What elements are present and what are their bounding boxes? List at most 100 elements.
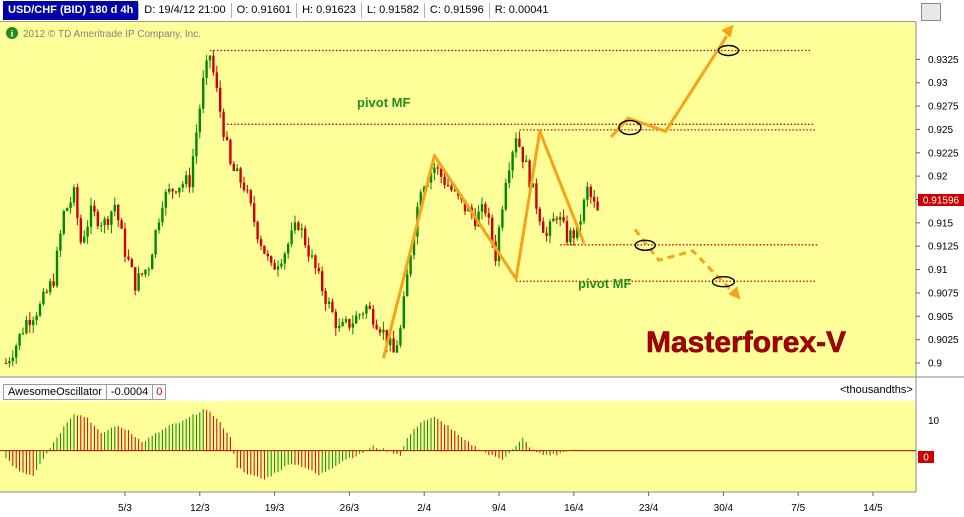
candle-body — [497, 227, 501, 262]
oscillator-name[interactable]: AwesomeOscillator — [3, 383, 107, 400]
candle-body — [11, 357, 14, 362]
oscillator-zero-value: 0 — [153, 383, 167, 400]
candle-body — [185, 175, 188, 185]
candle-body — [341, 321, 344, 327]
candle-body — [304, 228, 307, 246]
candle-body — [191, 156, 195, 188]
candle-body — [518, 138, 521, 147]
candle-body — [276, 266, 280, 270]
candle-body — [521, 146, 524, 163]
price-tick-label: 0.9 — [928, 358, 942, 369]
candle-body — [501, 209, 504, 228]
candle-body — [358, 314, 361, 316]
candle-body — [365, 305, 368, 314]
candle-body — [151, 254, 154, 270]
candle-body — [579, 221, 582, 225]
drawing-annotations — [210, 24, 818, 359]
candle-body — [32, 320, 35, 326]
candle-body — [576, 224, 579, 238]
candle-body — [446, 184, 450, 187]
oscillator-header: AwesomeOscillator -0.0004 0 — [0, 383, 167, 400]
time-tick-label: 12/3 — [190, 503, 210, 514]
toolbox-icon[interactable] — [921, 3, 941, 21]
candle-body — [52, 281, 55, 286]
candle-body — [545, 232, 548, 236]
info-icon[interactable] — [6, 27, 18, 39]
candle-body — [15, 345, 18, 358]
candle-body — [25, 319, 28, 334]
candle-body — [195, 132, 198, 157]
candle-body — [535, 183, 538, 209]
candle-body — [222, 111, 225, 137]
time-tick-label: 26/3 — [340, 503, 360, 514]
candle-body — [419, 192, 422, 207]
candle-body — [293, 222, 297, 231]
candle-body — [307, 245, 310, 257]
candle-body — [280, 263, 283, 267]
price-pane — [0, 22, 916, 377]
candle-body — [256, 221, 259, 240]
candle-body — [49, 281, 52, 293]
candle-body — [572, 230, 575, 238]
candle-body — [331, 301, 334, 313]
open-readout: O: 0.91601 — [230, 3, 296, 18]
candle-body — [147, 269, 150, 271]
candle-body — [239, 168, 242, 183]
osc-tick-0: 0 — [923, 453, 929, 464]
watermark-text: Masterforex-V — [646, 326, 846, 359]
candle-body — [273, 262, 276, 270]
candle-body — [514, 138, 518, 153]
info-icon-glyph: i — [11, 29, 14, 39]
candle-body — [463, 199, 467, 212]
candle-body — [283, 253, 286, 264]
candle-body — [484, 204, 487, 214]
time-tick-label: 19/3 — [265, 503, 285, 514]
marker-ellipse-low — [711, 276, 736, 288]
oscillator-units: <thousandths> — [840, 384, 913, 396]
oscillator-value: -0.0004 — [106, 383, 154, 400]
osc-tick-10: 10 — [928, 416, 940, 427]
candle-body — [443, 176, 446, 185]
candle-body — [392, 338, 395, 353]
candle-body — [181, 184, 184, 188]
candle-body — [433, 167, 436, 173]
candle-body — [508, 170, 511, 184]
candle-body — [249, 190, 252, 204]
time-tick-label: 23/4 — [639, 503, 659, 514]
candle-body — [103, 218, 106, 226]
candle-body — [385, 329, 388, 346]
candle-body — [412, 236, 416, 256]
upper-projection-line — [610, 35, 729, 138]
symbol-label[interactable]: USD/CHF (BID) 180 d 4h — [3, 1, 139, 20]
candle-body — [552, 218, 555, 222]
time-tick-label: 14/5 — [863, 503, 883, 514]
candle-body — [259, 239, 263, 246]
price-tick-label: 0.9275 — [928, 102, 959, 113]
candle-body — [348, 319, 351, 328]
candle-body — [440, 168, 443, 177]
candle-body — [409, 255, 412, 275]
candle-body — [171, 188, 174, 192]
candle-body — [55, 250, 59, 286]
candle-body — [232, 163, 235, 172]
candle-body — [423, 186, 426, 193]
time-tick-label: 9/4 — [492, 503, 506, 514]
marker-ellipse-upper — [618, 119, 642, 136]
marker-ellipse-high — [717, 44, 740, 57]
candle-body — [66, 208, 69, 211]
candle-body — [368, 305, 371, 309]
candle-body — [538, 208, 541, 222]
candle-body — [4, 362, 8, 364]
candle-body — [123, 228, 127, 257]
candle-body — [372, 308, 375, 325]
candle-body — [35, 315, 38, 321]
candle-body — [253, 203, 256, 222]
price-axis: 0.90.90250.9050.90750.910.91250.9150.917… — [916, 55, 959, 369]
candle-body — [528, 160, 531, 188]
candle-body — [351, 323, 354, 328]
candle-body — [263, 245, 266, 254]
candle-body — [593, 196, 596, 202]
candle-body — [355, 315, 358, 324]
candle-body — [157, 222, 161, 231]
